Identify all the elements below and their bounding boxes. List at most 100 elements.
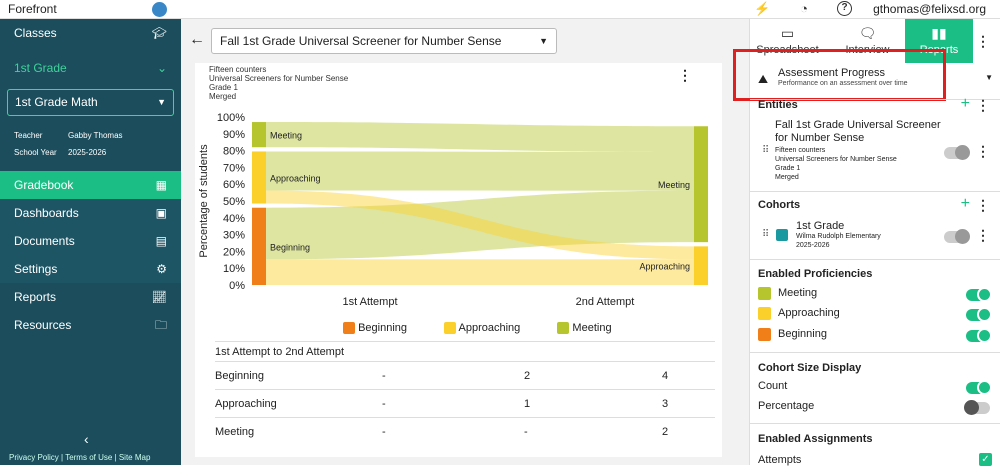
collapse-sidebar-icon[interactable]: ‹ (84, 431, 89, 447)
y-tick-label: 30% (223, 230, 245, 242)
toggle-knob (977, 328, 992, 343)
sidebar-item-documents[interactable]: Documents ▤ (0, 227, 181, 255)
table-icon: ▭ (780, 25, 795, 41)
assessment-select[interactable]: Fall 1st Grade Universal Screener for Nu… (211, 28, 557, 54)
percentage-label: Percentage (758, 400, 815, 412)
highlight-box (733, 49, 946, 101)
terms-link[interactable]: Terms of Use (65, 453, 113, 462)
cohort-toggle[interactable] (944, 229, 970, 244)
add-entity-icon[interactable]: + (960, 95, 970, 112)
sankey-flow (266, 259, 694, 285)
toggle-knob (955, 229, 970, 244)
class-select-value: 1st Grade Math (15, 95, 98, 109)
node-label: Meeting (270, 131, 302, 141)
year-label: School Year (14, 148, 57, 157)
entity-meta-line: Fifteen counters (775, 147, 826, 154)
proficiency-toggle[interactable] (966, 287, 992, 302)
gear-icon: ⚙ (156, 262, 167, 276)
chart-menu-icon[interactable]: ⋮ (678, 67, 692, 83)
trend-icon: 📈︎ (151, 290, 167, 304)
report-type-subtitle: Performance on an assessment over time (778, 80, 908, 87)
drag-handle-icon[interactable]: ⠿ (762, 145, 770, 156)
sidebar-footer: Privacy Policy | Terms of Use | Site Map (9, 453, 151, 462)
grid-icon: ▦ (155, 178, 167, 192)
toggle-knob (955, 145, 970, 160)
cell: 4 (662, 370, 669, 382)
percentage-toggle[interactable] (964, 400, 990, 415)
proficiency-toggle[interactable] (966, 307, 992, 322)
entity-meta-line: Grade 1 (775, 165, 801, 172)
row-label: Approaching (215, 398, 277, 410)
table-header: 1st Attempt to 2nd Attempt (215, 346, 345, 358)
app-logo-icon (152, 2, 167, 17)
divider (750, 259, 1000, 260)
sidebar-item-grade[interactable]: 1st Grade ⌄ (0, 54, 181, 82)
count-toggle[interactable] (966, 380, 992, 395)
sidebar-item-reports[interactable]: Reports 📈︎ (0, 283, 181, 311)
help-icon[interactable]: ? (837, 1, 852, 16)
caret-down-icon: ▼ (539, 36, 548, 46)
sitemap-link[interactable]: Site Map (118, 453, 151, 462)
row-label: Meeting (215, 426, 255, 438)
legend-swatch (444, 322, 457, 335)
entities-menu-icon[interactable]: ⋮ (976, 97, 990, 113)
proficiency-toggle[interactable] (966, 328, 992, 343)
sankey-node (694, 246, 708, 285)
assignment-checkbox[interactable]: ✓ (979, 453, 992, 466)
chevron-down-icon: ⌄ (156, 61, 167, 75)
graduation-cap-icon: 🎓︎ (151, 26, 167, 40)
divider (750, 99, 1000, 100)
sidebar-item-resources[interactable]: Resources 🗀 (0, 311, 181, 339)
sankey-flow (266, 122, 694, 152)
sidebar-item-label: 1st Grade (14, 61, 67, 75)
cohort-size-heading: Cohort Size Display (758, 362, 862, 374)
document-icon: ▤ (155, 234, 167, 248)
entity-menu-icon[interactable]: ⋮ (976, 143, 990, 159)
legend-label: Approaching (458, 322, 521, 334)
teacher-label: Teacher (14, 131, 43, 140)
teacher-name: Gabby Thomas (68, 131, 123, 140)
user-email[interactable]: gthomas@felixsd.org (873, 2, 986, 16)
sankey-chart: Percentage of students 0% 10% 20% 30% 40% 50% 6… (198, 112, 708, 308)
sidebar-item-settings[interactable]: Settings ⚙ (0, 255, 181, 283)
sidebar-item-label: Dashboards (14, 206, 79, 220)
y-tick-label: 80% (223, 146, 245, 158)
cohorts-menu-icon[interactable]: ⋮ (976, 197, 990, 213)
privacy-link[interactable]: Privacy Policy (9, 453, 59, 462)
sidebar-item-classes[interactable]: Classes 🎓︎ (0, 19, 181, 47)
node-label: Beginning (270, 242, 310, 252)
bar-chart-icon: ▮▮ (931, 25, 947, 41)
entity-meta-line: Universal Screeners for Number Sense (775, 156, 897, 163)
add-cohort-icon[interactable]: + (960, 195, 970, 212)
node-label: Approaching (270, 173, 321, 183)
sidebar-item-gradebook[interactable]: Gradebook ▦ (0, 171, 181, 199)
school-year: 2025-2026 (68, 148, 107, 157)
lightning-icon[interactable]: ⚡ (754, 1, 771, 16)
sidebar-item-label: Documents (14, 234, 75, 248)
panel-menu-icon[interactable]: ⋮ (976, 33, 990, 49)
cohort-school: Wilma Rudolph Elementary (796, 233, 881, 240)
proficiency-label: Approaching (778, 307, 840, 319)
proficiency-swatch (758, 307, 771, 320)
y-tick-label: 70% (223, 162, 245, 174)
report-type-select[interactable]: ⛰ Assessment Progress Performance on an … (750, 63, 1000, 99)
report-card: Fifteen counters Universal Screeners for… (195, 63, 722, 457)
cohorts-heading: Cohorts (758, 199, 801, 211)
cell: 2 (662, 426, 669, 438)
cohort-name: 1st Grade (796, 220, 845, 232)
sidebar-item-label: Gradebook (14, 178, 74, 192)
sankey-node (694, 126, 708, 243)
chat-icon: 🗨︎ (858, 25, 877, 41)
tab-reports[interactable]: ▮▮ Reports (905, 19, 973, 63)
class-select[interactable]: 1st Grade Math ▼ (7, 89, 174, 116)
table-row: Meeting - - 2 (215, 418, 715, 446)
cohort-menu-icon[interactable]: ⋮ (976, 227, 990, 243)
palette-icon[interactable]: ◔ (800, 1, 808, 16)
back-arrow-icon[interactable]: ← (189, 31, 205, 48)
node-label: Meeting (658, 180, 690, 190)
entity-toggle[interactable] (944, 145, 970, 160)
drag-handle-icon[interactable]: ⠿ (762, 229, 770, 240)
cell: 1 (524, 398, 531, 410)
sidebar-item-dashboards[interactable]: Dashboards ▣ (0, 199, 181, 227)
transition-table: 1st Attempt to 2nd Attempt Beginning - 2… (215, 341, 715, 446)
